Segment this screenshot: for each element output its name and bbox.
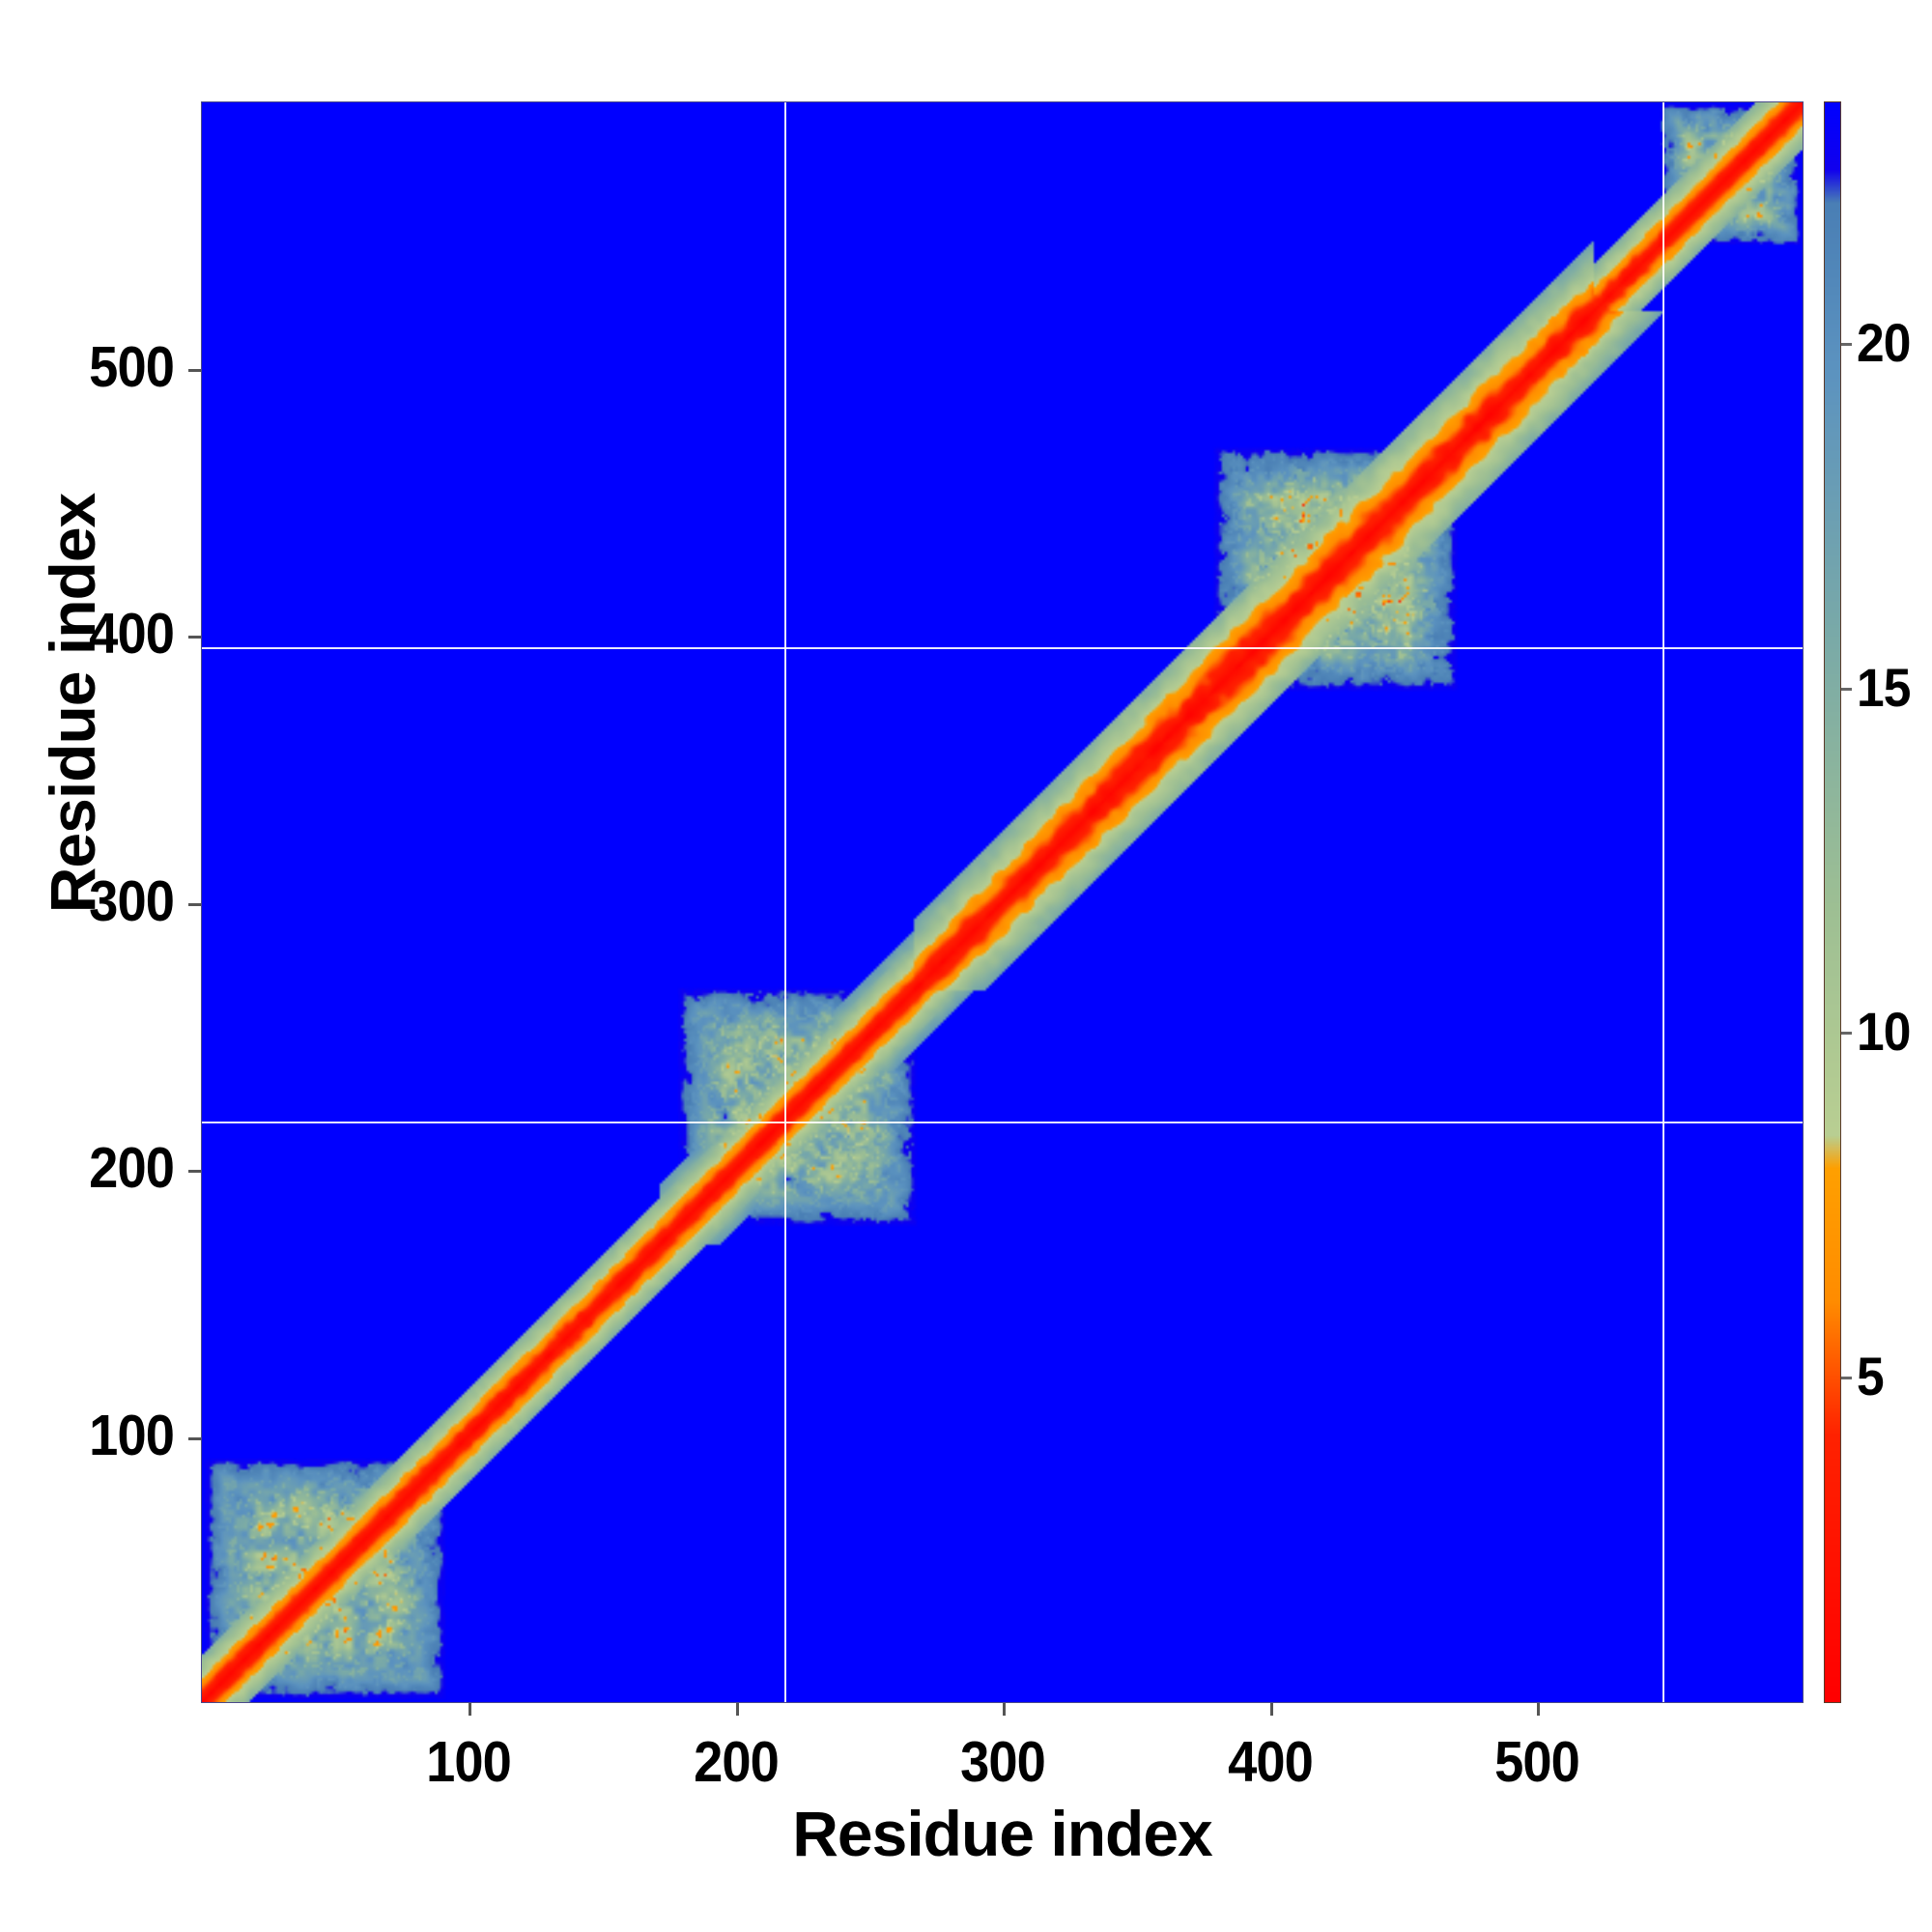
y-axis-tick-label: 400 xyxy=(89,602,175,666)
gridline-horizontal xyxy=(202,646,1803,649)
colorbar-tick-label: 20 xyxy=(1857,312,1911,373)
gridline-horizontal xyxy=(202,1122,1803,1124)
x-axis-tick xyxy=(469,1703,471,1716)
x-axis-tick xyxy=(1270,1703,1273,1716)
y-axis-tick xyxy=(188,636,201,639)
x-axis-tick-label: 100 xyxy=(426,1730,512,1794)
y-axis-tick-label: 500 xyxy=(89,335,175,399)
colorbar[interactable] xyxy=(1824,101,1841,1703)
y-axis-tick-label: 300 xyxy=(89,869,175,933)
gridline-vertical xyxy=(784,102,787,1702)
y-axis-tick-label: 100 xyxy=(89,1404,175,1467)
contact-map-heatmap xyxy=(202,102,1803,1702)
contact-map-plot[interactable] xyxy=(201,101,1804,1703)
gridline-vertical xyxy=(1662,102,1664,1702)
y-axis-tick xyxy=(188,369,201,372)
colorbar-gradient xyxy=(1825,102,1840,1702)
y-axis-tick xyxy=(188,1437,201,1440)
x-axis-tick xyxy=(1537,1703,1540,1716)
colorbar-tick-label: 10 xyxy=(1857,1001,1911,1062)
y-axis-tick-label: 200 xyxy=(89,1136,175,1200)
x-axis-tick-label: 400 xyxy=(1228,1730,1314,1794)
colorbar-tick-label: 15 xyxy=(1857,657,1911,718)
x-axis-label: Residue index xyxy=(792,1798,1212,1869)
y-axis-tick xyxy=(188,1170,201,1173)
x-axis-tick-label: 300 xyxy=(960,1730,1046,1794)
x-axis-tick-label: 500 xyxy=(1494,1730,1580,1794)
x-axis-tick xyxy=(736,1703,739,1716)
colorbar-tick xyxy=(1841,1032,1852,1035)
colorbar-tick xyxy=(1841,343,1852,346)
y-axis-tick xyxy=(188,903,201,906)
y-axis-label: Residue index xyxy=(37,493,108,914)
x-axis-tick-label: 200 xyxy=(694,1730,780,1794)
colorbar-tick-label: 5 xyxy=(1857,1346,1885,1406)
colorbar-tick xyxy=(1841,1377,1852,1379)
colorbar-tick xyxy=(1841,688,1852,691)
x-axis-tick xyxy=(1003,1703,1006,1716)
